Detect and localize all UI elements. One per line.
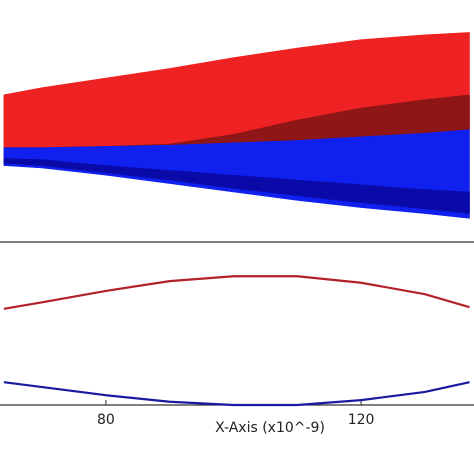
- x-axis-label: X-Axis (x10^-9): [215, 420, 325, 436]
- band-area: [3, 158, 470, 214]
- line-series: [3, 275, 470, 310]
- x-tick-label: 80: [97, 412, 115, 428]
- line-series: [3, 381, 470, 407]
- x-tick-label: 120: [348, 412, 375, 428]
